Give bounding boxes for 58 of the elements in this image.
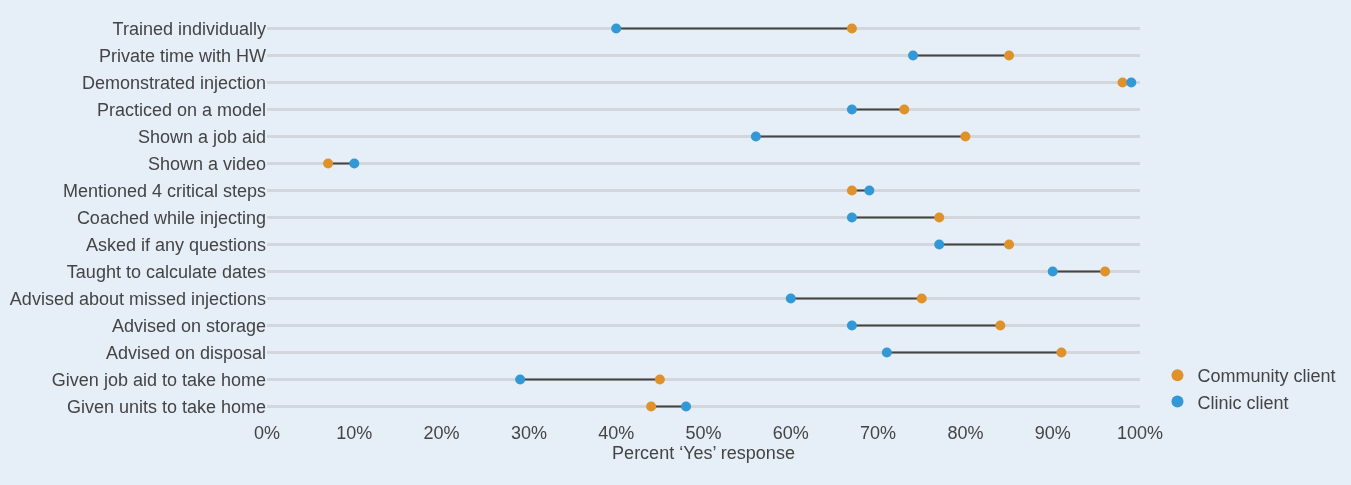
y-tick-label: Demonstrated injection (81, 72, 266, 93)
point (323, 158, 334, 169)
x-tick-label: 50% (685, 423, 722, 443)
point (1047, 266, 1058, 277)
point (654, 374, 665, 385)
point (846, 185, 857, 196)
x-tick-label: 0% (253, 423, 281, 443)
point (846, 320, 857, 331)
point (881, 347, 892, 358)
point (934, 239, 945, 250)
point (864, 185, 875, 196)
x-tick-label: 30% (510, 423, 547, 443)
point (349, 158, 360, 169)
x-tick-label: 60% (772, 423, 809, 443)
legend-label: Community client (1197, 366, 1336, 387)
y-tick-label: Private time with HW (98, 45, 267, 66)
point (995, 320, 1006, 331)
point (681, 401, 692, 412)
x-tick-label: 90% (1034, 423, 1071, 443)
point (1126, 77, 1137, 88)
y-tick-label: Advised on disposal (105, 342, 266, 363)
y-tick-label: Shown a video (147, 153, 266, 174)
point (1056, 347, 1067, 358)
x-axis-title: Percent ‘Yes’ response (612, 443, 795, 464)
x-tick-label: 80% (947, 423, 984, 443)
point (1004, 50, 1015, 61)
y-tick-label: Shown a job aid (137, 126, 266, 147)
point (960, 131, 971, 142)
x-tick-label: 20% (423, 423, 460, 443)
point (908, 50, 919, 61)
point (785, 293, 796, 304)
y-tick-label: Given job aid to take home (51, 369, 266, 390)
point (1100, 266, 1111, 277)
y-tick-label: Asked if any questions (85, 234, 266, 255)
point (934, 212, 945, 223)
y-tick-label: Mentioned 4 critical steps (62, 180, 266, 201)
x-tick-label: 100% (1116, 423, 1164, 443)
point (846, 212, 857, 223)
y-tick-label: Advised about missed injections (9, 288, 266, 309)
point (846, 23, 857, 34)
point (750, 131, 761, 142)
point (646, 401, 657, 412)
y-tick-label: Trained individually (112, 18, 266, 39)
legend-label: Clinic client (1197, 392, 1289, 413)
x-tick-label: 10% (336, 423, 373, 443)
point (846, 104, 857, 115)
x-tick-label: 70% (860, 423, 897, 443)
point (899, 104, 910, 115)
point (916, 293, 927, 304)
point (611, 23, 622, 34)
y-tick-label: Coached while injecting (76, 207, 266, 228)
point (515, 374, 526, 385)
point (1004, 239, 1015, 250)
x-tick-label: 40% (598, 423, 635, 443)
y-tick-label: Taught to calculate dates (66, 261, 266, 282)
y-tick-label: Given units to take home (66, 396, 266, 417)
y-tick-label: Practiced on a model (96, 99, 266, 120)
y-tick-label: Advised on storage (111, 315, 266, 336)
